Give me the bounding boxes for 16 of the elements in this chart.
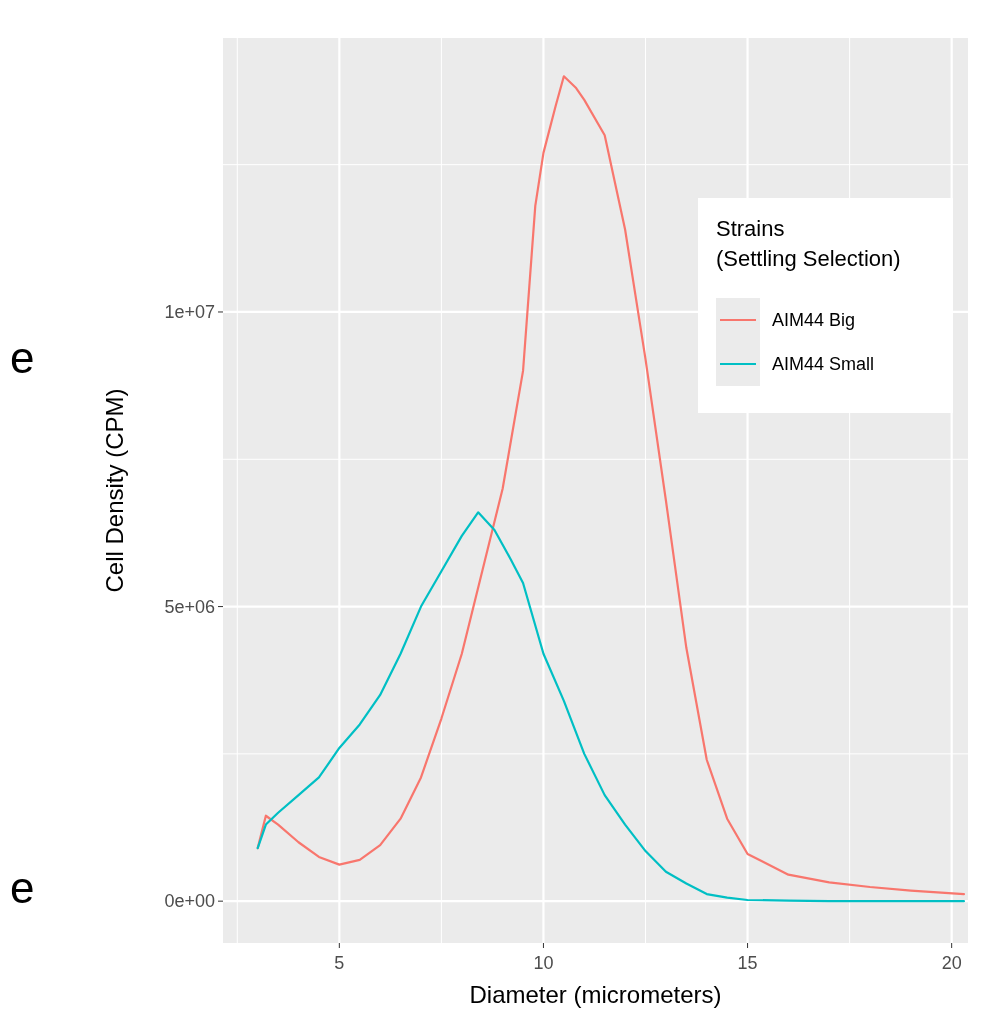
line-series xyxy=(256,75,966,896)
text: e xyxy=(10,863,35,912)
x-axis-title: Diameter (micrometers) xyxy=(469,981,722,1008)
y-axis-title: Cell Density (CPM) xyxy=(101,388,128,593)
y-tick-label: 5e+06 xyxy=(164,596,215,617)
x-tick-label: 10 xyxy=(533,953,554,973)
line-series xyxy=(256,511,966,903)
y-tick-label: 1e+07 xyxy=(164,302,215,323)
y-tick-label: 0e+00 xyxy=(164,891,215,912)
x-tick-label: 20 xyxy=(941,953,962,973)
x-tick-label: 15 xyxy=(737,953,758,973)
text: e xyxy=(10,333,35,382)
legend-label: AIM44 Small xyxy=(772,354,875,375)
x-tick-label: 5 xyxy=(334,953,345,973)
legend-title: Strains (Settling Selection) xyxy=(716,216,901,271)
legend-label: AIM44 Big xyxy=(772,310,856,331)
